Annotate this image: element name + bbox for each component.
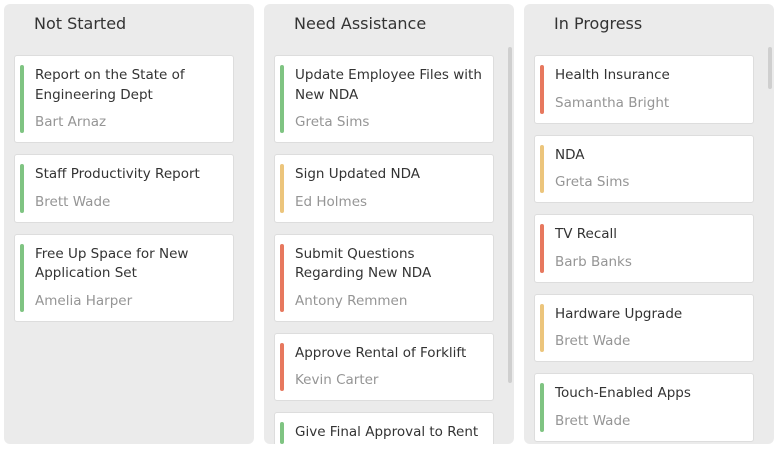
column-in-progress: In Progress Health Insurance Samantha Br…: [524, 4, 774, 444]
status-indicator: [280, 342, 284, 391]
task-card[interactable]: Hardware Upgrade Brett Wade: [534, 293, 754, 362]
task-assignee: Brett Wade: [35, 193, 111, 210]
card-list: Health Insurance Samantha Bright NDA Gre…: [534, 55, 754, 444]
task-card[interactable]: Report on the State of Engineering Dept …: [14, 55, 234, 143]
status-indicator: [280, 422, 284, 444]
status-indicator: [540, 224, 544, 273]
column-title: Need Assistance: [294, 14, 427, 33]
card-list: Update Employee Files with New NDA Greta…: [274, 55, 494, 444]
task-card[interactable]: Update Employee Files with New NDA Greta…: [274, 55, 494, 143]
task-assignee: Antony Remmen: [295, 292, 408, 309]
column-title: In Progress: [554, 14, 643, 33]
task-assignee: Brett Wade: [555, 412, 631, 429]
task-title: Free Up Space for New Application Set: [35, 245, 189, 282]
status-indicator: [280, 243, 284, 312]
status-indicator: [540, 144, 544, 193]
status-indicator: [540, 383, 544, 432]
task-card[interactable]: Free Up Space for New Application Set Am…: [14, 233, 234, 322]
status-indicator: [20, 65, 24, 133]
task-assignee: Ed Holmes: [295, 193, 368, 210]
task-title: Update Employee Files with New NDA: [295, 67, 482, 103]
task-assignee: Barb Banks: [555, 253, 632, 270]
status-indicator: [20, 164, 24, 213]
task-assignee: Samantha Bright: [555, 94, 670, 111]
task-card[interactable]: TV Recall Barb Banks: [534, 214, 754, 283]
task-title: TV Recall: [555, 226, 618, 242]
task-title: Submit Questions Regarding New NDA: [295, 245, 432, 282]
card-list: Report on the State of Engineering Dept …: [14, 55, 234, 444]
column-not-started: Not Started Report on the State of Engin…: [4, 4, 254, 444]
column-title: Not Started: [34, 14, 127, 33]
task-card[interactable]: Sign Updated NDA Ed Holmes: [274, 154, 494, 223]
task-title: Touch-Enabled Apps: [555, 385, 691, 401]
task-card[interactable]: Touch-Enabled Apps Brett Wade: [534, 373, 754, 442]
status-indicator: [280, 65, 284, 133]
task-card[interactable]: Staff Productivity Report Brett Wade: [14, 154, 234, 223]
task-card[interactable]: Health Insurance Samantha Bright: [534, 55, 754, 124]
task-assignee: Bart Arnaz: [35, 114, 107, 130]
status-indicator: [540, 65, 544, 114]
task-assignee: Kevin Carter: [295, 372, 379, 388]
scrollbar-thumb[interactable]: [768, 47, 772, 89]
status-indicator: [280, 164, 284, 213]
scrollbar-thumb[interactable]: [508, 47, 512, 383]
task-card[interactable]: Submit Questions Regarding New NDA Anton…: [274, 233, 494, 322]
column-need-assistance: Need Assistance Update Employee Files wi…: [264, 4, 514, 444]
task-card[interactable]: Approve Rental of Forklift Kevin Carter: [274, 332, 494, 401]
task-card[interactable]: Give Final Approval to Rent: [274, 412, 494, 444]
task-title: NDA: [555, 146, 585, 163]
task-title: Staff Productivity Report: [35, 166, 200, 182]
status-indicator: [20, 243, 24, 312]
task-card[interactable]: NDA Greta Sims: [534, 134, 754, 203]
task-assignee: Greta Sims: [555, 174, 630, 190]
task-assignee: Greta Sims: [295, 114, 370, 130]
task-title: Give Final Approval to Rent: [295, 424, 479, 440]
task-title: Health Insurance: [555, 67, 670, 83]
task-title: Approve Rental of Forklift: [295, 344, 467, 361]
status-indicator: [540, 303, 544, 352]
task-title: Sign Updated NDA: [295, 166, 420, 182]
task-title: Report on the State of Engineering Dept: [35, 67, 185, 103]
task-title: Hardware Upgrade: [555, 305, 683, 322]
task-assignee: Amelia Harper: [35, 292, 133, 309]
task-assignee: Brett Wade: [555, 333, 631, 349]
